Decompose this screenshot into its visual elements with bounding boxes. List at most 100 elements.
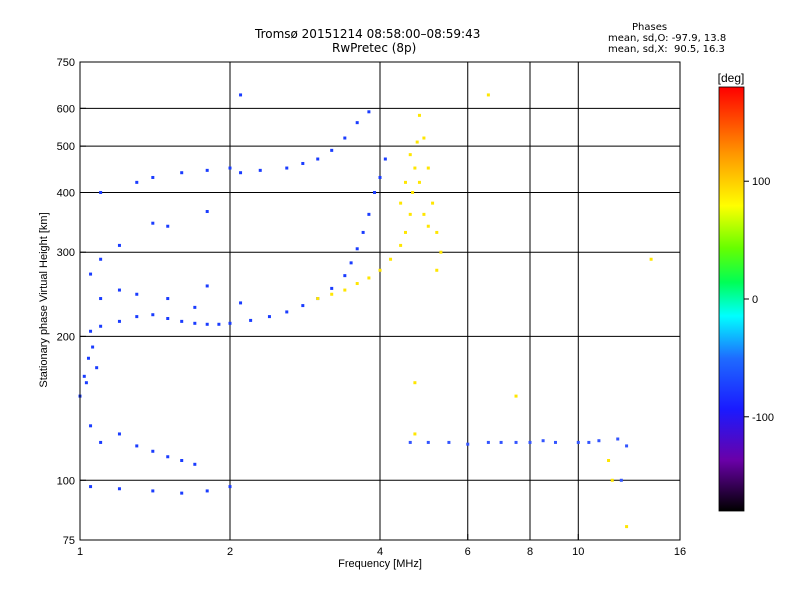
- data-point-o: [205, 210, 209, 214]
- data-point-o: [180, 458, 184, 462]
- data-point-x: [439, 250, 443, 254]
- data-point-o: [151, 175, 155, 179]
- data-point-o: [89, 329, 93, 333]
- data-point-o: [180, 171, 184, 175]
- data-point-o: [117, 432, 121, 436]
- data-point-o: [135, 292, 139, 296]
- data-point-mixed: [597, 439, 601, 443]
- data-point-o: [135, 180, 139, 184]
- data-point-x: [413, 166, 417, 170]
- colorbar-tick-label: 100: [752, 176, 770, 188]
- data-point-x: [408, 212, 412, 216]
- data-point-o: [228, 321, 232, 325]
- colorbar: [718, 86, 745, 512]
- data-point-o: [95, 366, 99, 370]
- data-point-o: [193, 305, 197, 309]
- data-point-x: [435, 268, 439, 272]
- phases-o-stats: mean, sd,O: -97.9, 13.8: [608, 33, 727, 44]
- x-tick-label: 4: [377, 546, 383, 558]
- data-point-o: [330, 148, 334, 152]
- data-point-o: [367, 110, 371, 114]
- data-point-o: [239, 93, 243, 97]
- y-tick-label: 500: [57, 141, 75, 153]
- data-point-o: [135, 315, 139, 319]
- data-point-o: [89, 424, 93, 428]
- data-point-x: [486, 93, 490, 97]
- data-point-o: [355, 121, 359, 125]
- data-point-o: [99, 297, 103, 301]
- data-point-o: [166, 224, 170, 228]
- data-point-o: [217, 322, 221, 326]
- data-point-x: [607, 458, 611, 462]
- data-point-o: [316, 157, 320, 161]
- data-point-mixed: [553, 440, 557, 444]
- phases-x-stats: mean, sd,X: 90.5, 16.3: [608, 44, 725, 55]
- data-point-o: [117, 319, 121, 323]
- data-point-x: [330, 292, 334, 296]
- data-point-o: [301, 304, 305, 308]
- data-point-o: [99, 324, 103, 328]
- data-point-o: [367, 212, 371, 216]
- data-point-mixed: [616, 437, 620, 441]
- data-point-x: [403, 180, 407, 184]
- data-point-o: [285, 310, 289, 314]
- data-point-o: [91, 345, 95, 349]
- data-point-o: [378, 175, 382, 179]
- data-point-o: [249, 318, 253, 322]
- x-tick-label: 10: [572, 546, 584, 558]
- data-point-o: [205, 489, 209, 493]
- data-point-x: [355, 282, 359, 286]
- data-point-o: [151, 313, 155, 317]
- data-point-x: [415, 140, 419, 144]
- points-layer: [78, 93, 653, 529]
- data-point-mixed: [486, 440, 490, 444]
- data-point-o: [89, 272, 93, 276]
- data-point-o: [84, 381, 88, 385]
- chart-title: Tromsø 20151214 08:58:00–08:59:43: [255, 27, 481, 41]
- data-point-x: [649, 257, 653, 261]
- data-point-o: [301, 161, 305, 165]
- data-point-o: [228, 166, 232, 170]
- data-point-o: [193, 462, 197, 466]
- data-point-o: [82, 374, 86, 378]
- data-point-o: [151, 449, 155, 453]
- data-point-x: [417, 180, 421, 184]
- data-point-o: [383, 157, 387, 161]
- data-point-mixed: [447, 440, 451, 444]
- data-point-x: [413, 381, 417, 385]
- data-point-o: [330, 286, 334, 290]
- data-point-o: [285, 166, 289, 170]
- data-point-x: [343, 288, 347, 292]
- data-point-o: [117, 288, 121, 292]
- data-point-o: [239, 171, 243, 175]
- data-point-o: [99, 257, 103, 261]
- colorbar-ticks: 100 0 -100: [744, 176, 774, 424]
- x-tick-label: 6: [465, 546, 471, 558]
- data-point-x: [422, 136, 426, 140]
- data-point-o: [180, 319, 184, 323]
- data-point-mixed: [528, 440, 532, 444]
- x-axis-label: Frequency [MHz]: [338, 558, 422, 570]
- phases-label: Phases: [632, 22, 668, 33]
- data-point-x: [316, 297, 320, 301]
- data-point-x: [610, 478, 614, 482]
- data-point-o: [86, 356, 90, 360]
- data-point-o: [99, 440, 103, 444]
- data-point-mixed: [625, 444, 629, 448]
- y-tick-label: 600: [57, 103, 75, 115]
- data-point-x: [426, 224, 430, 228]
- data-point-x: [417, 113, 421, 117]
- data-point-x: [514, 394, 518, 398]
- data-point-o: [343, 274, 347, 278]
- data-point-mixed: [576, 440, 580, 444]
- data-point-x: [408, 153, 412, 157]
- data-point-o: [228, 485, 232, 489]
- data-point-o: [89, 485, 93, 489]
- data-point-o: [258, 168, 262, 172]
- y-tick-label: 75: [63, 535, 75, 547]
- data-point-o: [117, 243, 121, 247]
- data-point-x: [403, 230, 407, 234]
- x-tick-label: 2: [227, 546, 233, 558]
- y-tick-label: 400: [57, 187, 75, 199]
